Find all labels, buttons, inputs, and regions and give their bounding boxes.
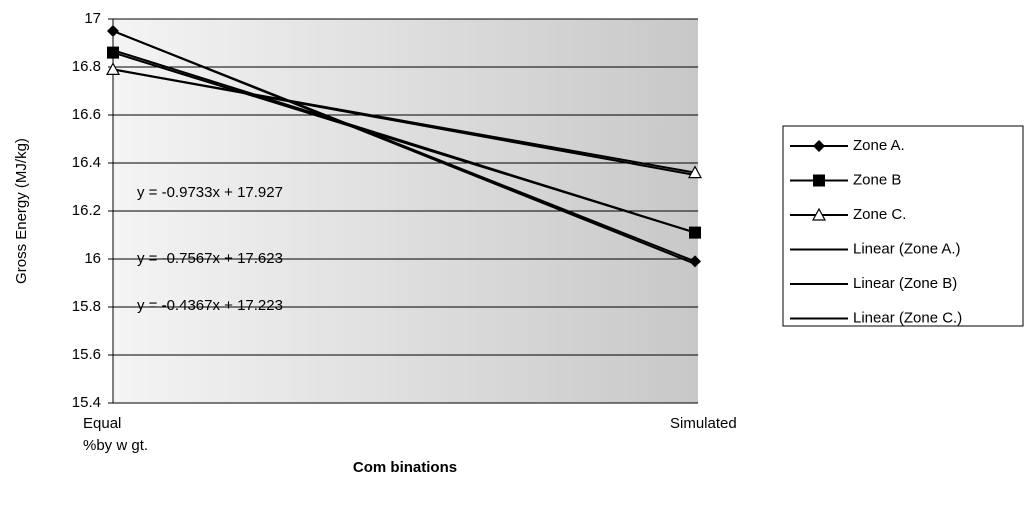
y-tick-label: 16.6	[72, 106, 101, 123]
y-tick-label: 17	[84, 10, 101, 27]
x-tick-label: Equal %by w gt.	[83, 415, 149, 454]
legend-marker	[813, 174, 825, 187]
data-point	[689, 255, 701, 268]
data-point	[107, 25, 119, 37]
legend-label: Linear (Zone A.)	[853, 240, 961, 257]
series-line	[112, 68, 696, 176]
y-axis-label: Gross Energy (MJ/kg)	[13, 138, 30, 284]
y-tick-label: 16.8	[72, 58, 101, 75]
legend-label: Linear (Zone B)	[853, 275, 957, 292]
legend-label: Linear (Zone C.)	[853, 309, 962, 326]
legend-label: Zone C.	[853, 206, 906, 223]
y-tick-label: 15.4	[72, 394, 101, 411]
x-axis-label: Com binations	[353, 459, 457, 476]
x-tick-label: Simulated	[670, 415, 737, 432]
legend-marker	[811, 207, 827, 221]
y-tick-label: 16.4	[72, 154, 101, 171]
data-point	[689, 226, 701, 239]
legend	[782, 125, 1024, 327]
series-line	[112, 30, 696, 265]
data-point	[105, 62, 121, 76]
legend-label: Zone A.	[853, 137, 905, 154]
annotation: y = -0.9733x + 17.927	[137, 184, 283, 201]
legend-marker	[813, 140, 825, 152]
annotation: y = -0.4367x + 17.223	[137, 297, 283, 314]
y-tick-label: 16	[84, 250, 101, 267]
series-line	[112, 49, 696, 234]
annotation: y = -0.7567x + 17.623	[137, 250, 283, 267]
data-point	[687, 165, 703, 179]
y-tick-label: 15.8	[72, 298, 101, 315]
y-tick-label: 15.6	[72, 346, 101, 363]
legend-label: Zone B	[853, 171, 901, 188]
y-tick-label: 16.2	[72, 202, 101, 219]
data-point	[107, 46, 119, 59]
